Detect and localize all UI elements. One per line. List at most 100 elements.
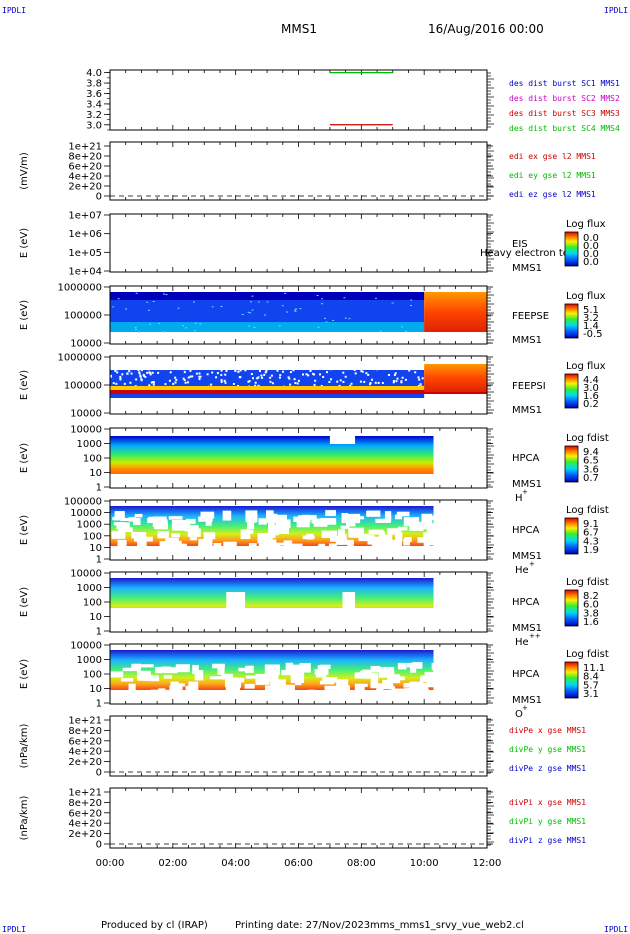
- panel-feepsi-noise-pixel: [381, 382, 384, 385]
- panel-feepsi-noise-pixel: [211, 371, 214, 374]
- panel-hpca-he1-gap: [268, 520, 275, 529]
- panel-feepse-noise-pixel: [343, 297, 346, 299]
- panel-hpca-o-gap: [194, 690, 203, 694]
- panel-divpe-ytick-label: 0: [96, 768, 102, 779]
- panel-hpca-h-ytick-label: 10000: [70, 425, 102, 436]
- panel-des-dist-ytick-label: 3.6: [86, 89, 102, 100]
- panel-hpca-he1-ytick-label: 1: [96, 555, 102, 566]
- panel-hpca-o-gap: [139, 664, 154, 668]
- panel-feepse-noise-pixel: [117, 298, 120, 300]
- panel-hpca-o-ylabel: E (eV): [19, 659, 30, 689]
- panel-feepsi-noise-pixel: [189, 375, 192, 378]
- panel-feepsi-noise-pixel: [198, 375, 201, 378]
- panel-feepsi-noise-pixel: [382, 364, 385, 367]
- panel-feepsi-noise-pixel: [349, 384, 352, 387]
- panel-feepsi-noise-pixel: [234, 369, 237, 372]
- panel-feepse-noise-pixel: [135, 292, 138, 294]
- panel-hpca-he1-gap: [403, 517, 420, 527]
- panel-feepsi-spectrum-high: [424, 364, 487, 392]
- panel-feepsi-noise-pixel: [119, 375, 122, 378]
- panel-feepse-noise-pixel: [281, 305, 284, 307]
- panel-feepsi-noise-pixel: [256, 377, 259, 380]
- panel-feepsi-noise-pixel: [237, 370, 240, 373]
- panel-hpca-o-gap: [312, 691, 327, 699]
- panel-hpca-he1-instrument-label: HPCA: [512, 525, 540, 536]
- panel-feepsi-noise-pixel: [287, 376, 290, 379]
- panel-hpca-o-gap: [162, 667, 178, 674]
- panel-hpca-he1-ytick-label: 100000: [64, 497, 102, 508]
- panel-feepsi-ylabel: E (eV): [19, 370, 30, 400]
- panel-feepsi-noise-pixel: [302, 373, 305, 376]
- panel-hpca-he1-gap: [318, 543, 326, 552]
- panel-des-dist-frame: [109, 69, 488, 131]
- panel-feepse-spectrum-top: [110, 292, 425, 300]
- panel-hpca-he1-gap: [423, 540, 430, 551]
- panel-eis-ytick-label: 1e+05: [68, 248, 102, 259]
- panel-feepsi-noise-pixel: [326, 368, 329, 371]
- panel-hpca-he1-gap: [152, 516, 167, 527]
- panel-feepse-noise-pixel: [165, 294, 168, 296]
- panel-hpca-he1-gap: [258, 543, 272, 548]
- panel-feepsi-noise-pixel: [309, 366, 312, 369]
- panel-feepse-noise-pixel: [323, 317, 326, 319]
- panel-feepsi-noise-pixel: [184, 381, 187, 384]
- panel-des-dist-ytick-label: 3.8: [86, 79, 102, 90]
- panel-feepsi-noise-pixel: [128, 370, 131, 373]
- panel-feepsi-noise-pixel: [114, 369, 117, 372]
- panel-hpca-he1-gap: [329, 543, 337, 553]
- panel-feepsi-noise-pixel: [321, 367, 324, 370]
- panel-feepsi-spacecraft-label: MMS1: [512, 405, 542, 416]
- panel-hpca-o-no-data: [433, 645, 486, 703]
- panel-hpca-o-gap: [324, 677, 337, 683]
- panel-hpca-h-ytick-label: 100: [83, 454, 102, 465]
- panel-hpca-he1-gap: [417, 537, 425, 543]
- panel-hpca-h-ytick-label: 10: [89, 468, 102, 479]
- panel-des-dist: 4.03.83.63.43.23.0 des dist burst SC1 MMS…: [86, 68, 620, 133]
- panel-feepsi-noise-pixel: [148, 371, 151, 374]
- footer-file-name: mms_mms1_srvy_vue_web2.cl: [370, 920, 524, 931]
- panel-feepsi-yellow-band: [110, 386, 425, 390]
- panel-edi-e-legend-entry: edi ez gse l2 MMS1: [509, 190, 596, 199]
- panel-feepsi-noise-pixel: [129, 381, 132, 384]
- panel-hpca-he2-ytick-label: 1: [96, 627, 102, 638]
- panel-feepsi-noise-pixel: [269, 376, 272, 379]
- corner-label-top-left: IPDLI: [2, 6, 27, 15]
- panel-hpca-he2-colorbar-tick: 1.6: [583, 617, 599, 628]
- panel-hpca-he1-gap: [297, 515, 309, 521]
- panel-feepsi-noise-pixel: [150, 381, 153, 384]
- panel-hpca-o-gap: [268, 673, 279, 682]
- panel-divpi-ylabel: (nPa/km): [19, 796, 30, 841]
- panel-hpca-he1-gap: [371, 536, 387, 548]
- panel-feepse-noise-pixel: [184, 327, 187, 329]
- panel-divpi-ytick-label: 1e+21: [68, 788, 102, 799]
- panel-hpca-he1-gap: [348, 527, 364, 538]
- panel-hpca-he1-gap: [203, 532, 216, 540]
- panel-hpca-o-gap: [192, 664, 199, 675]
- panel-hpca-he1-gap: [340, 525, 350, 529]
- panel-feepsi-noise-pixel: [398, 366, 401, 369]
- panel-feepsi-noise-pixel: [325, 371, 328, 374]
- panel-feepsi-noise-pixel: [157, 368, 160, 371]
- panel-des-dist-ytick-label: 3.4: [86, 99, 102, 110]
- panel-feepsi-noise-pixel: [278, 376, 281, 379]
- panel-hpca-he2-ytick-label: 10000: [70, 569, 102, 580]
- panel-feepsi-noise-pixel: [220, 380, 223, 383]
- panel-hpca-o-gap: [299, 663, 311, 673]
- panel-feepsi-red-band: [110, 390, 487, 394]
- panel-feepsi-noise-pixel: [267, 366, 270, 369]
- panel-hpca-he1-gap: [266, 513, 278, 523]
- panel-hpca-he1-gap: [189, 537, 197, 541]
- panel-hpca-he1-gap: [213, 542, 222, 549]
- panel-feepsi-noise-pixel: [374, 381, 377, 384]
- panel-feepsi-noise-pixel: [216, 372, 219, 375]
- panel-hpca-o-gap: [217, 667, 225, 675]
- panel-hpca-o-colorbar-tick: 5.7: [583, 680, 599, 691]
- panel-hpca-o-gap: [329, 690, 339, 700]
- panel-hpca-o-gap: [210, 676, 219, 680]
- panel-feepsi-noise-pixel: [338, 384, 341, 387]
- panel-hpca-o-gap: [289, 665, 302, 674]
- panel-feepse-noise-pixel: [247, 325, 250, 327]
- panel-feepse-colorbar-title: Log flux: [566, 291, 606, 302]
- panel-hpca-he1-ylabel: E (eV): [19, 515, 30, 545]
